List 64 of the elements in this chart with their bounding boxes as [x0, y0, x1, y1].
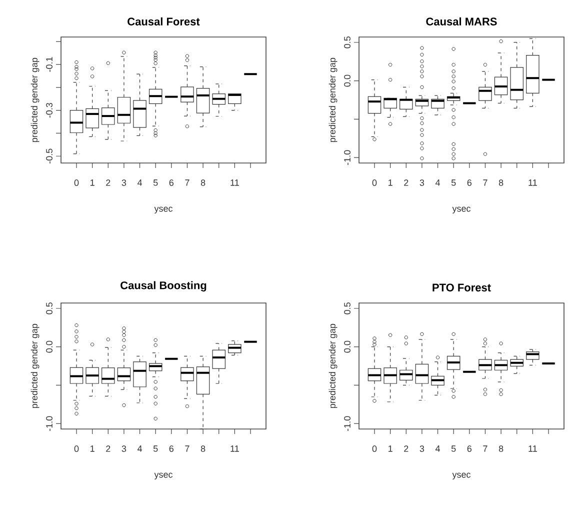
y-tick-label: 0.5 [46, 302, 52, 314]
x-tick-label: 11 [528, 180, 537, 186]
y-tick-label: 0.0 [46, 340, 52, 353]
x-axis-title: ysec [154, 472, 173, 480]
x-tick-label: 5 [153, 180, 158, 186]
x-tick-label: 4 [435, 180, 440, 186]
x-tick-label: 1 [388, 446, 392, 452]
x-tick-label: 0 [372, 180, 377, 186]
x-tick-label: 6 [169, 180, 174, 186]
chart-title: PTO Forest [432, 284, 491, 292]
y-tick-label: -1.0 [46, 416, 52, 431]
y-axis-title: predicted gender gap [328, 324, 338, 408]
y-axis-title: predicted gender gap [30, 324, 40, 408]
x-tick-label: 11 [230, 180, 239, 186]
x-tick-label: 4 [137, 446, 142, 452]
y-tick-label: 0.0 [344, 74, 350, 87]
y-tick-label: -0.1 [46, 57, 52, 72]
x-tick-label: 6 [169, 446, 174, 452]
x-tick-label: 2 [404, 180, 408, 186]
x-tick-label: 3 [420, 180, 424, 186]
x-tick-label: 2 [404, 446, 408, 452]
x-tick-label: 6 [467, 180, 472, 186]
x-tick-label: 4 [435, 446, 440, 452]
y-tick-label: 0.5 [344, 36, 350, 48]
x-tick-label: 8 [200, 180, 206, 186]
x-tick-label: 1 [90, 446, 94, 452]
chart-title: Causal MARS [426, 17, 497, 26]
x-axis-title: ysec [452, 472, 471, 480]
x-tick-label: 1 [90, 180, 94, 186]
chart-title: Causal Boosting [120, 281, 206, 292]
x-tick-label: 11 [230, 446, 239, 452]
x-tick-label: 0 [372, 446, 377, 452]
x-tick-label: 5 [153, 446, 158, 452]
x-tick-label: 8 [498, 180, 504, 186]
x-tick-label: 11 [528, 446, 537, 452]
y-axis-title: predicted gender gap [30, 58, 40, 142]
x-tick-label: 7 [185, 446, 190, 452]
x-tick-label: 5 [451, 180, 456, 186]
x-tick-label: 2 [106, 180, 110, 186]
x-tick-label: 3 [420, 446, 424, 452]
x-tick-label: 0 [74, 180, 79, 186]
y-tick-label: -1.0 [344, 416, 350, 431]
x-tick-label: 3 [122, 180, 126, 186]
x-axis-title: ysec [452, 206, 471, 214]
y-tick-label: -0.5 [46, 148, 52, 164]
x-tick-label: 5 [451, 446, 456, 452]
x-tick-label: 8 [200, 446, 206, 452]
chart-title: Causal Forest [128, 17, 200, 26]
y-axis-title: predicted gender gap [328, 58, 338, 142]
y-tick-label: 0.5 [344, 302, 350, 314]
x-tick-label: 0 [74, 446, 79, 452]
x-tick-label: 8 [498, 446, 504, 452]
x-tick-label: 3 [122, 446, 126, 452]
x-tick-label: 4 [137, 180, 142, 186]
x-axis-title: ysec [154, 206, 173, 214]
y-tick-label: 0.0 [344, 340, 350, 353]
x-tick-label: 2 [106, 446, 110, 452]
y-tick-label: -0.3 [46, 102, 52, 118]
x-tick-label: 7 [185, 180, 190, 186]
x-tick-label: 6 [467, 446, 472, 452]
y-tick-label: -1.0 [344, 150, 350, 165]
x-tick-label: 7 [483, 446, 488, 452]
x-tick-label: 1 [388, 180, 392, 186]
x-tick-label: 7 [483, 180, 488, 186]
